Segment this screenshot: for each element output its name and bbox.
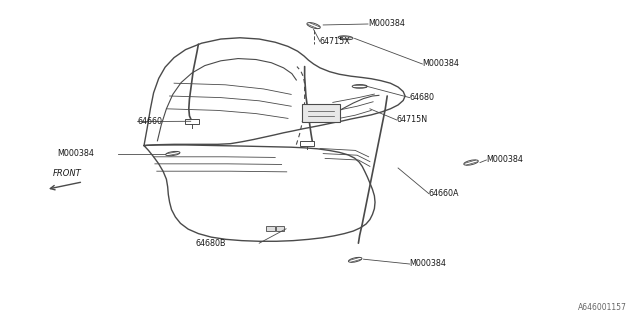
Text: 64660A: 64660A <box>429 189 460 198</box>
Text: 64715N: 64715N <box>397 116 428 124</box>
Text: 64715X: 64715X <box>320 37 351 46</box>
Ellipse shape <box>307 23 320 28</box>
Ellipse shape <box>464 160 478 165</box>
Text: FRONT: FRONT <box>53 169 81 178</box>
Bar <box>300 141 314 146</box>
Text: 64680B: 64680B <box>195 239 226 248</box>
Text: M000384: M000384 <box>58 149 95 158</box>
Ellipse shape <box>166 151 180 156</box>
Ellipse shape <box>348 257 362 262</box>
Text: M000384: M000384 <box>368 20 405 28</box>
Ellipse shape <box>338 36 353 40</box>
Bar <box>185 119 199 124</box>
Text: M000384: M000384 <box>422 60 460 68</box>
Ellipse shape <box>352 84 367 88</box>
Bar <box>266 226 275 231</box>
Text: 64680: 64680 <box>410 93 435 102</box>
Text: A646001157: A646001157 <box>579 303 627 312</box>
FancyBboxPatch shape <box>302 104 340 122</box>
Text: M000384: M000384 <box>486 156 524 164</box>
Text: 64660: 64660 <box>138 117 163 126</box>
Bar <box>276 226 284 231</box>
Text: M000384: M000384 <box>410 260 447 268</box>
